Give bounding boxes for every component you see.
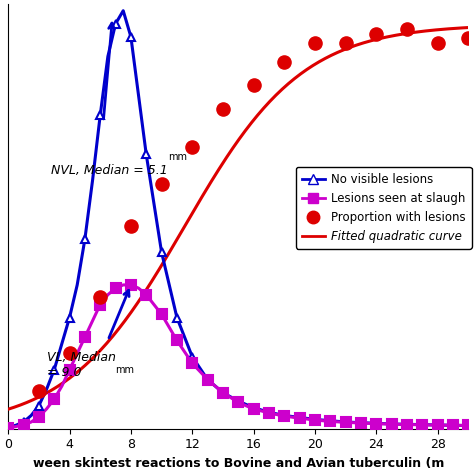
Point [250,82,257,89]
X-axis label: ween skintest reactions to Bovine and Avian tuberculin (m: ween skintest reactions to Bovine and Av… [33,457,444,470]
Point [219,105,227,113]
Point [35,387,43,395]
Point [127,223,135,230]
Point [403,25,411,33]
Text: VL, Median
= 9.0: VL, Median = 9.0 [46,351,115,379]
Point [281,58,288,66]
Point [96,293,104,301]
Legend: No visible lesions, Lesions seen at slaugh, Proportion with lesions, Fitted quad: No visible lesions, Lesions seen at slau… [296,167,472,249]
Point [373,30,380,37]
Point [158,180,165,188]
Text: mm: mm [168,152,187,162]
Point [311,39,319,47]
Text: mm: mm [116,365,135,375]
Point [342,39,349,47]
Point [434,39,441,47]
Text: NVL, Median = 5.1: NVL, Median = 5.1 [51,164,172,177]
Point [189,143,196,150]
Point [66,349,73,357]
Point [465,35,472,42]
